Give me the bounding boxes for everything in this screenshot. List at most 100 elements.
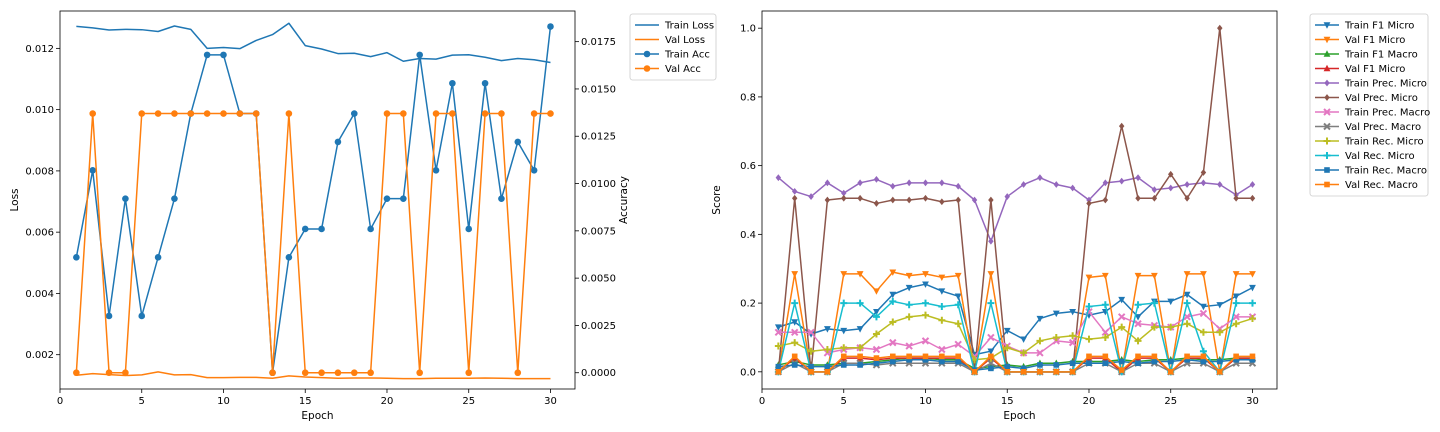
- legend-marker: [1324, 167, 1330, 173]
- data-point-train-rec-micro: [1052, 333, 1060, 341]
- legend-item-train-prec-macro: Train Prec. Macro: [1315, 108, 1430, 119]
- data-point-train-prec-micro: [857, 179, 863, 187]
- data-point-train-rec-macro: [955, 358, 961, 365]
- data-point-train-f1-micro: [1069, 308, 1077, 316]
- data-point-val-acc: [367, 369, 374, 377]
- data-point-val-rec-micro: [1183, 299, 1191, 307]
- data-point-train-acc: [416, 51, 423, 59]
- data-point-val-prec-macro: [987, 359, 995, 367]
- data-point-val-rec-macro: [955, 353, 961, 360]
- data-point-train-rec-macro: [889, 358, 896, 365]
- legend-item-val-acc: Val Acc: [635, 64, 701, 75]
- loss-accuracy-plot-frame: [59, 10, 576, 390]
- data-point-train-rec-macro: [1184, 356, 1190, 363]
- data-point-train-acc: [154, 254, 162, 261]
- data-point-train-acc: [400, 195, 407, 202]
- data-point-train-acc: [285, 254, 293, 261]
- data-point-train-rec-micro: [1216, 328, 1224, 336]
- series-line-train-f1-micro: [778, 283, 1253, 356]
- data-point-train-prec-macro: [774, 328, 783, 337]
- data-point-val-rec-macro: [1184, 353, 1190, 360]
- series-train-loss: [76, 22, 551, 64]
- series-line-val-loss: [76, 371, 551, 380]
- data-point-train-rec-macro: [906, 356, 912, 363]
- data-point-val-prec-micro: [1135, 194, 1141, 202]
- series-val-loss: [76, 371, 551, 380]
- data-point-val-rec-macro: [889, 353, 896, 360]
- data-point-val-rec-micro: [905, 301, 913, 309]
- data-point-train-rec-micro: [774, 342, 782, 350]
- data-point-val-acc: [334, 369, 342, 377]
- data-point-train-prec-macro: [1068, 338, 1077, 347]
- data-point-train-f1-micro: [1232, 293, 1240, 300]
- data-point-val-prec-micro: [857, 194, 863, 202]
- y-tick-label: 0.4: [740, 230, 756, 241]
- legend-label: Val F1 Micro: [1345, 64, 1405, 75]
- data-point-val-acc: [498, 110, 505, 117]
- score-plot-frame: [761, 10, 1278, 390]
- data-point-train-rec-macro: [1053, 362, 1060, 368]
- data-point-val-prec-micro: [1233, 194, 1239, 202]
- data-point-val-acc: [301, 369, 309, 377]
- data-point-train-acc: [171, 195, 178, 202]
- data-point-train-rec-micro: [1134, 337, 1142, 345]
- data-point-train-prec-micro: [873, 175, 880, 183]
- data-point-val-rec-macro: [1102, 353, 1109, 360]
- score-chart: 0 5 10 15 20 25 30 0.0 0.2 0.4 0.6 0.8 1.0 Epoch Sc…: [711, 10, 1430, 422]
- data-point-train-acc: [220, 51, 227, 59]
- data-point-train-rec-micro: [856, 344, 864, 352]
- x-tick-label: 20: [1083, 396, 1096, 407]
- legend-label: Train Prec. Macro: [1344, 108, 1430, 119]
- data-point-train-prec-micro: [1184, 181, 1190, 188]
- data-point-train-prec-micro: [1168, 184, 1174, 192]
- data-point-train-prec-macro: [987, 333, 995, 342]
- legend-label: Train Rec. Macro: [1344, 166, 1427, 177]
- y2-tick-label: 0.0075: [581, 226, 616, 237]
- legend-item-train-f1-micro: Train F1 Micro: [1315, 21, 1414, 32]
- data-point-val-acc: [465, 369, 473, 377]
- legend-label: Train F1 Micro: [1344, 21, 1414, 32]
- legend-label: Train Loss: [664, 21, 714, 32]
- data-point-val-f1-micro: [856, 271, 864, 278]
- data-point-train-acc: [138, 312, 146, 320]
- y2-tick-label: 0.0150: [581, 84, 616, 95]
- series-train-f1-micro: [774, 281, 1256, 359]
- data-point-train-prec-micro: [1200, 179, 1207, 187]
- data-point-train-prec-macro: [938, 345, 946, 354]
- data-point-train-rec-micro: [954, 320, 962, 328]
- data-point-train-rec-macro: [1037, 362, 1043, 368]
- series-line-train-loss: [76, 22, 551, 64]
- data-point-train-prec-macro: [1199, 309, 1208, 318]
- data-point-val-prec-micro: [906, 196, 912, 204]
- legend-marker: [1324, 79, 1330, 87]
- data-point-val-prec-micro: [1086, 200, 1092, 207]
- legend-item-train-rec-micro: Train Rec. Micro: [1315, 137, 1424, 148]
- data-point-train-rec-micro: [1232, 320, 1240, 328]
- legend-label: Train Rec. Micro: [1344, 137, 1424, 148]
- data-point-val-f1-micro: [1200, 271, 1207, 278]
- data-point-val-rec-macro: [1069, 369, 1076, 375]
- data-point-val-f1-micro: [938, 274, 946, 282]
- data-point-val-rec-micro: [1134, 301, 1142, 309]
- legend-marker: [1323, 64, 1331, 72]
- legend-box: [1309, 13, 1429, 197]
- data-point-val-acc: [269, 369, 276, 377]
- data-point-train-f1-micro: [1036, 315, 1044, 323]
- data-point-train-rec-micro: [1183, 320, 1191, 328]
- data-point-train-rec-macro: [791, 362, 798, 368]
- data-point-train-rec-macro: [1004, 363, 1011, 370]
- data-point-val-acc: [187, 110, 195, 117]
- data-point-val-rec-macro: [939, 353, 945, 360]
- data-point-val-rec-macro: [1200, 353, 1207, 360]
- data-point-val-f1-micro: [987, 271, 995, 278]
- data-point-val-rec-macro: [840, 353, 847, 360]
- data-point-train-acc: [89, 166, 96, 174]
- data-point-val-f1-micro: [1101, 272, 1109, 280]
- x-tick-label: 10: [919, 396, 932, 407]
- data-point-train-acc: [73, 254, 80, 261]
- data-point-val-rec-macro: [1118, 367, 1125, 373]
- legend-marker: [1323, 122, 1331, 131]
- data-point-val-rec-micro: [791, 299, 799, 307]
- y2-tick-label: 0.0025: [581, 321, 616, 332]
- data-point-val-prec-micro: [1151, 194, 1158, 202]
